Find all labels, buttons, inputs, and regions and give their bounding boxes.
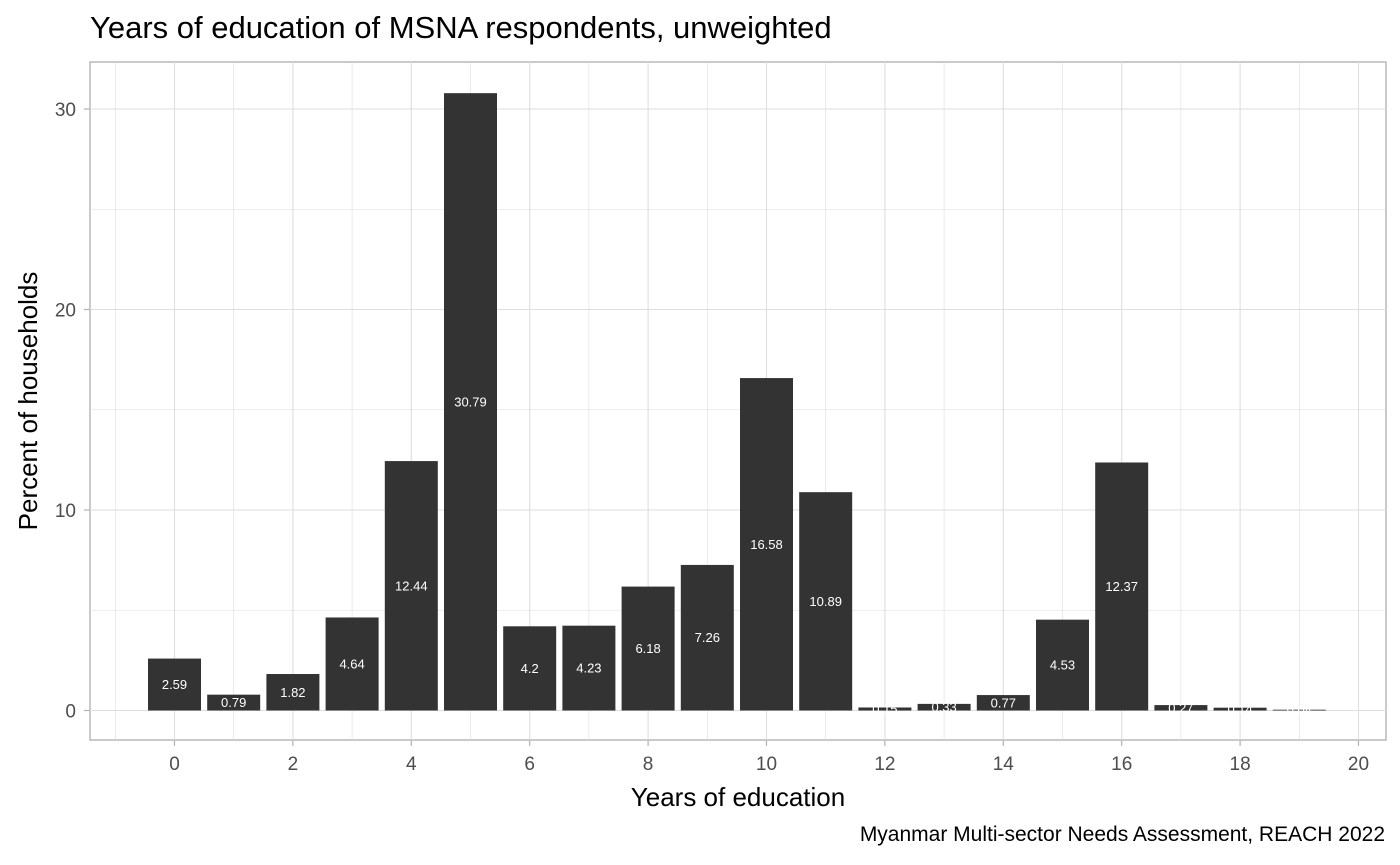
bar-value-label: 7.26 (695, 630, 720, 645)
x-tick-label: 4 (406, 754, 417, 775)
y-axis: 0 10 20 30 (55, 100, 90, 723)
bar (976, 695, 1030, 711)
bar (1154, 705, 1208, 711)
chart-title: Years of education of MSNA respondents, … (90, 10, 832, 45)
y-tick-label: 10 (55, 501, 76, 522)
bar (917, 703, 971, 711)
y-tick-label: 20 (55, 301, 76, 322)
chart-caption: Myanmar Multi-sector Needs Assessment, R… (859, 823, 1385, 846)
bar (562, 625, 616, 711)
bar (207, 694, 261, 711)
bar-value-label: 4.64 (339, 656, 364, 671)
bar (621, 586, 675, 711)
bar (1213, 707, 1267, 711)
y-axis-title: Percent of households (13, 272, 43, 531)
x-tick-label: 10 (756, 754, 777, 775)
bar-value-label: 4.2 (521, 661, 539, 676)
bar-value-label: 4.53 (1050, 658, 1075, 673)
bar (680, 564, 734, 711)
bar-value-label: 12.44 (395, 578, 428, 593)
bar-value-label: 10.89 (809, 594, 842, 609)
bar (1272, 709, 1326, 711)
bar-value-label: 6.18 (635, 641, 660, 656)
x-tick-label: 20 (1348, 754, 1369, 775)
bars (148, 93, 1326, 711)
bar (325, 617, 379, 711)
x-axis-title: Years of education (631, 782, 845, 812)
bar-value-label: 4.23 (576, 661, 601, 676)
bar-value-label: 0.04 (1287, 703, 1312, 718)
x-axis: 0 2 4 6 8 10 12 14 16 18 20 (169, 740, 1369, 775)
bar-value-label: 12.37 (1105, 579, 1138, 594)
x-tick-label: 8 (643, 754, 654, 775)
bar-value-label: 0.33 (931, 700, 956, 715)
bar-value-label: 0.77 (991, 695, 1016, 710)
y-tick-label: 30 (55, 100, 76, 121)
bar (384, 461, 438, 711)
x-tick-label: 16 (1111, 754, 1132, 775)
bar (799, 492, 853, 711)
x-tick-label: 14 (993, 754, 1015, 775)
x-tick-label: 0 (169, 754, 180, 775)
x-tick-label: 2 (288, 754, 299, 775)
bar-value-label: 16.58 (750, 537, 783, 552)
bar (266, 674, 320, 711)
y-tick-label: 0 (65, 702, 76, 723)
x-tick-label: 18 (1230, 754, 1251, 775)
bar (503, 626, 557, 711)
bar-value-label: 0.15 (872, 701, 897, 716)
x-tick-label: 12 (874, 754, 895, 775)
bar (1036, 619, 1089, 711)
x-tick-label: 6 (524, 754, 535, 775)
bar-value-label: 30.79 (454, 394, 487, 409)
bar (858, 707, 912, 711)
bar-value-label: 1.82 (280, 685, 305, 700)
plot-panel (89, 61, 1387, 741)
bar-value-labels: 2.59 0.79 1.82 4.64 12.44 30.79 4.2 4.23 6.18 7.2… (162, 394, 1312, 717)
bar (1095, 462, 1149, 711)
bar (740, 378, 793, 711)
bar-value-label: 0.79 (221, 695, 246, 710)
bar (444, 93, 497, 711)
bar (148, 658, 201, 711)
bar-value-label: 0.14 (1227, 702, 1252, 717)
bar-value-label: 0.27 (1168, 700, 1193, 715)
bar-value-label: 2.59 (162, 677, 187, 692)
